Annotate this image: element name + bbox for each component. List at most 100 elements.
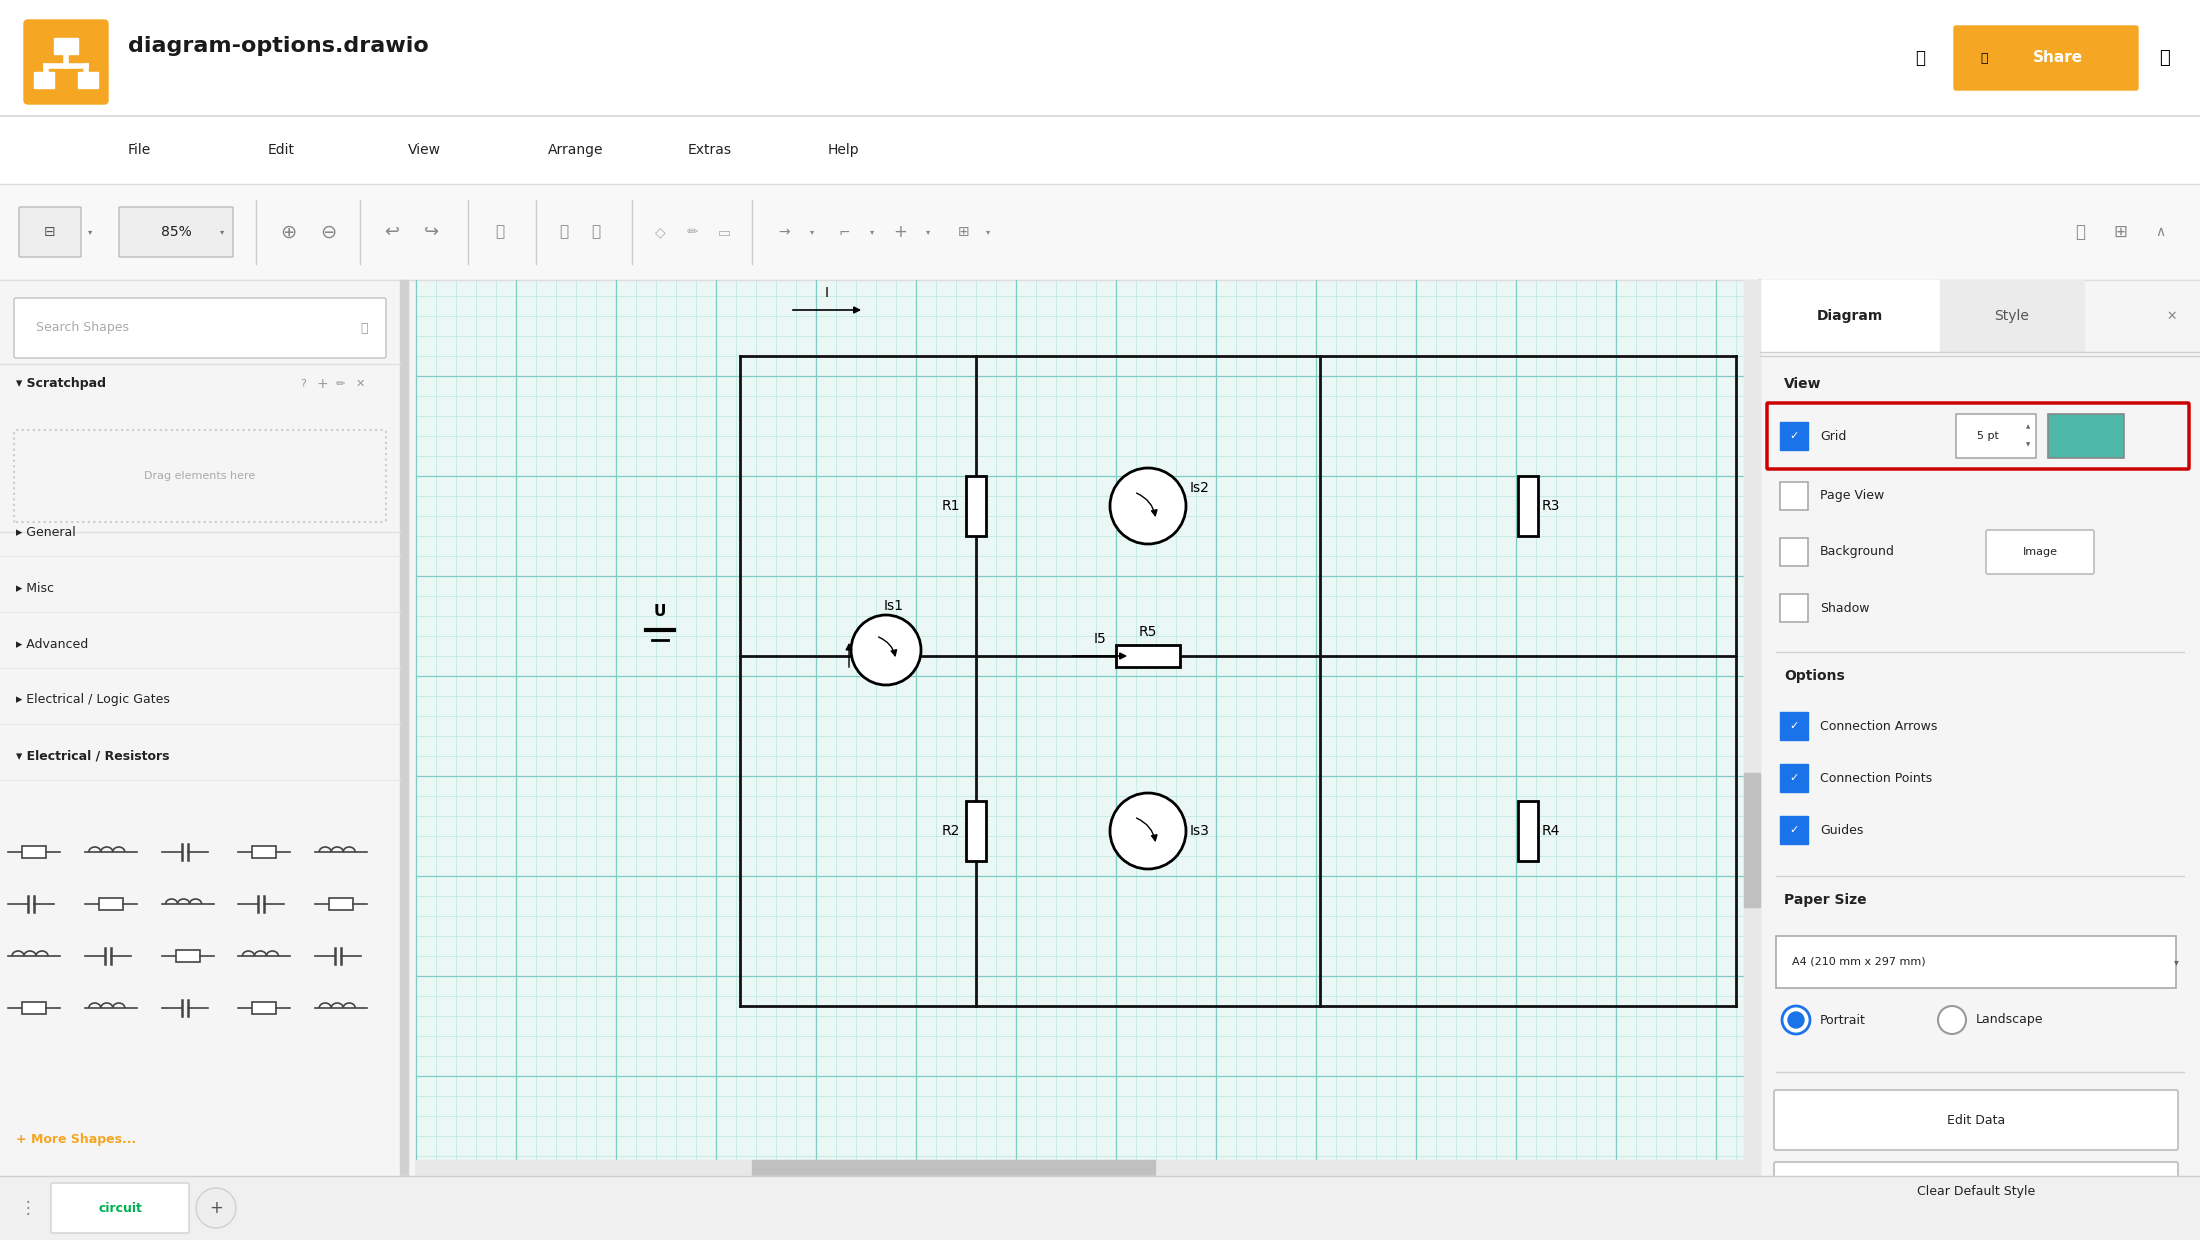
Text: Is3: Is3 (1190, 825, 1210, 838)
Text: 85%: 85% (161, 224, 191, 239)
Text: ▾: ▾ (869, 227, 873, 237)
FancyBboxPatch shape (51, 1183, 189, 1233)
Bar (0, 184, 2200, 280)
Bar (253, 846, 277, 858)
Text: ∧: ∧ (2156, 224, 2165, 239)
Bar (330, 898, 354, 910)
Bar (966, 801, 986, 861)
Text: ▾: ▾ (220, 227, 224, 237)
FancyBboxPatch shape (24, 20, 108, 104)
Text: Background: Background (1819, 546, 1894, 558)
Text: View: View (407, 143, 440, 157)
Text: ⊟: ⊟ (44, 224, 55, 239)
FancyBboxPatch shape (1773, 1162, 2178, 1221)
Text: ⧉: ⧉ (559, 224, 568, 239)
Bar (0, 280, 400, 1176)
Bar (176, 950, 200, 962)
Text: ▸ General: ▸ General (15, 526, 75, 538)
Text: ✓: ✓ (1789, 720, 1800, 732)
Text: ▸ Advanced: ▸ Advanced (15, 637, 88, 651)
Text: ▾: ▾ (926, 227, 931, 237)
Text: 5 pt: 5 pt (1978, 432, 2000, 441)
Text: I5: I5 (1093, 632, 1107, 646)
Text: I: I (825, 286, 829, 300)
Text: diagram-options.drawio: diagram-options.drawio (128, 36, 429, 56)
FancyBboxPatch shape (1987, 529, 2094, 574)
Text: View: View (1784, 377, 1822, 391)
Text: Landscape: Landscape (1976, 1013, 2044, 1027)
Text: Is1: Is1 (884, 599, 904, 613)
Text: ▼: ▼ (2026, 443, 2031, 448)
FancyBboxPatch shape (119, 207, 233, 257)
Bar (0, 1176, 2200, 1240)
Text: ✕: ✕ (356, 379, 365, 389)
Bar (253, 1002, 277, 1014)
Text: +: + (893, 223, 906, 241)
Bar (1745, 280, 1760, 1176)
Text: 🔍: 🔍 (361, 321, 367, 335)
Bar (2048, 414, 2123, 458)
Text: R1: R1 (942, 498, 959, 513)
Text: ⊞: ⊞ (2112, 223, 2127, 241)
Text: +: + (317, 377, 328, 391)
Text: Edit: Edit (268, 143, 295, 157)
Text: Edit Data: Edit Data (1947, 1114, 2004, 1126)
Text: ↪: ↪ (425, 223, 440, 241)
Text: 👤: 👤 (1980, 52, 1989, 64)
Bar (1780, 422, 1808, 450)
Text: ▸ Electrical / Logic Gates: ▸ Electrical / Logic Gates (15, 693, 169, 707)
Circle shape (1782, 1006, 1811, 1034)
Circle shape (1938, 1006, 1967, 1034)
Text: 🌐: 🌐 (2158, 50, 2169, 67)
Bar (1780, 538, 1808, 565)
Bar (1940, 280, 2083, 352)
Text: circuit: circuit (99, 1202, 143, 1214)
Text: Extras: Extras (689, 143, 733, 157)
Text: ✓: ✓ (1789, 432, 1800, 441)
Text: ⛶: ⛶ (2075, 223, 2086, 241)
Text: Arrange: Arrange (548, 143, 603, 157)
Text: ◇: ◇ (656, 224, 664, 239)
Text: ▸ Misc: ▸ Misc (15, 582, 55, 594)
Text: Style: Style (1995, 309, 2028, 322)
Text: Share: Share (2033, 51, 2083, 66)
Circle shape (851, 615, 922, 684)
Text: Search Shapes: Search Shapes (35, 321, 130, 335)
Bar (0, 117, 2200, 184)
Circle shape (1111, 467, 1186, 544)
Bar (55, 38, 77, 55)
Text: ▲: ▲ (2026, 424, 2031, 430)
Text: Clear Default Style: Clear Default Style (1916, 1185, 2035, 1199)
Circle shape (1111, 794, 1186, 869)
Text: R4: R4 (1542, 825, 1560, 838)
Bar (1775, 936, 2176, 988)
Bar (1780, 764, 1808, 792)
Text: ?: ? (299, 379, 306, 389)
Text: ▾ Scratchpad: ▾ Scratchpad (15, 377, 106, 391)
Text: ▾: ▾ (2174, 957, 2178, 967)
Text: Paper Size: Paper Size (1784, 893, 1866, 906)
Bar (22, 846, 46, 858)
Text: ✏: ✏ (686, 224, 697, 239)
Bar (1780, 816, 1808, 844)
Text: ▾: ▾ (810, 227, 814, 237)
Circle shape (196, 1188, 235, 1228)
Bar (1760, 280, 1940, 352)
Text: Shadow: Shadow (1819, 601, 1870, 615)
Bar (1518, 476, 1538, 536)
Bar (33, 72, 55, 88)
Text: ✕: ✕ (2167, 310, 2178, 322)
Bar (752, 1159, 1155, 1176)
FancyBboxPatch shape (1773, 1090, 2178, 1149)
Bar (1780, 594, 1808, 622)
Text: Connection Arrows: Connection Arrows (1819, 719, 1938, 733)
Bar (1745, 773, 1760, 908)
Bar (0, 0, 2200, 117)
Text: Grid: Grid (1819, 429, 1846, 443)
Text: Options: Options (1784, 670, 1846, 683)
Text: ↩: ↩ (385, 223, 400, 241)
Text: ✓: ✓ (1789, 825, 1800, 835)
Bar (22, 1002, 46, 1014)
Text: ▾: ▾ (88, 227, 92, 237)
Text: Connection Points: Connection Points (1819, 771, 1932, 785)
